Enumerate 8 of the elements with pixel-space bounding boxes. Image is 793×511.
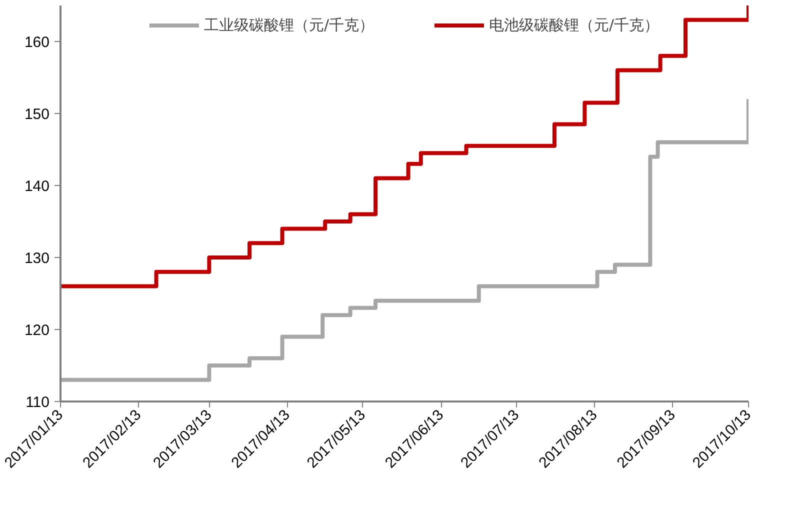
y-tick-label: 120 (24, 322, 50, 339)
y-tick-label: 110 (26, 394, 50, 411)
legend-label: 工业级碳酸锂（元/千克） (204, 16, 374, 34)
y-tick-label: 140 (24, 178, 50, 195)
y-tick-label: 150 (24, 106, 50, 123)
legend-label: 电池级碳酸锂（元/千克） (489, 16, 660, 34)
y-tick-label: 160 (24, 34, 50, 51)
y-tick-label: 130 (24, 250, 50, 267)
